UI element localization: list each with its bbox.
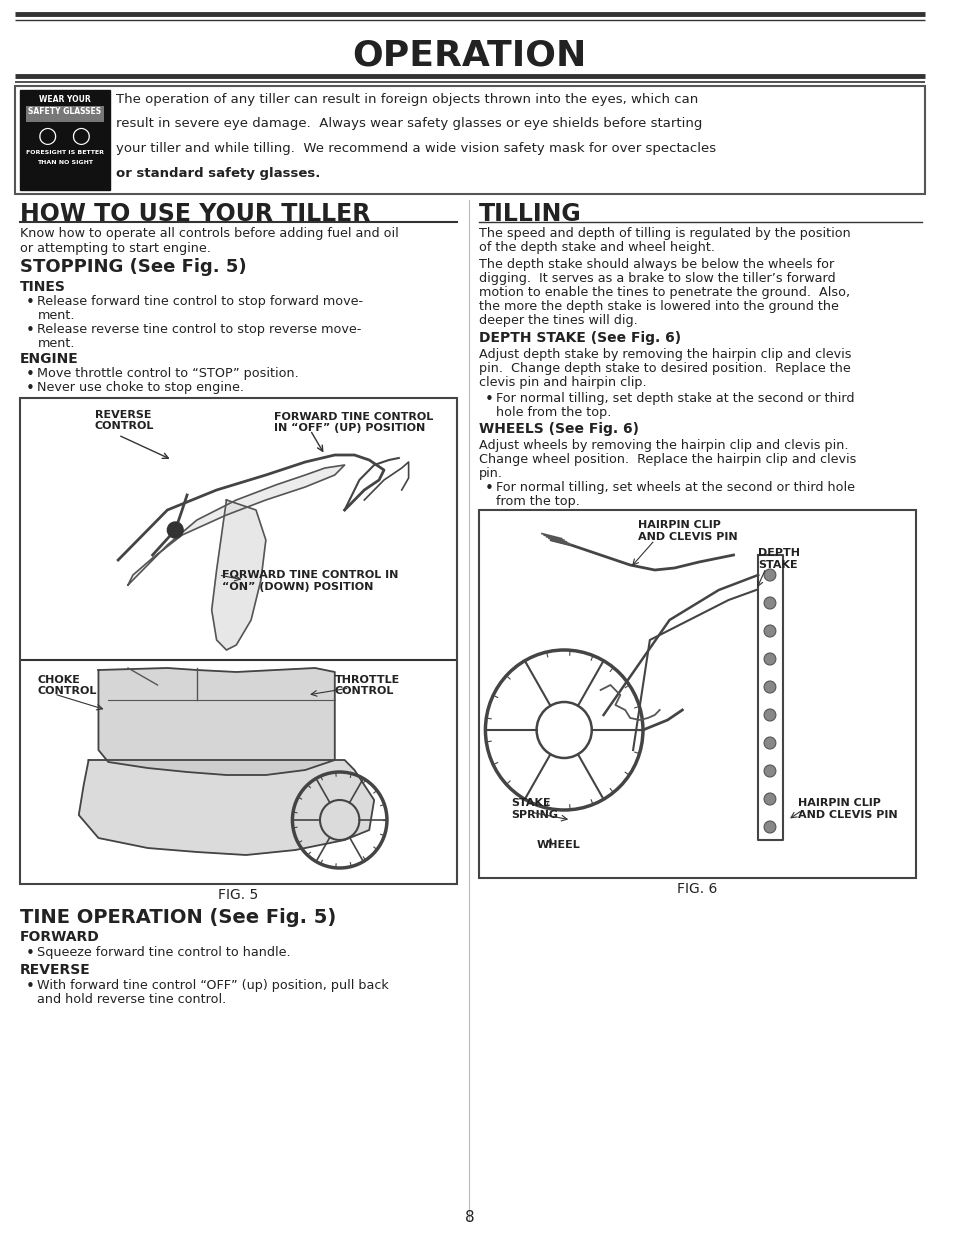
Bar (478, 510, 915, 878)
Text: •: • (484, 391, 493, 408)
Text: •: • (26, 382, 34, 396)
Text: of the depth stake and wheel height.: of the depth stake and wheel height. (478, 241, 714, 254)
Circle shape (763, 764, 775, 777)
Text: pin.: pin. (478, 467, 502, 480)
Circle shape (763, 625, 775, 637)
Text: FORWARD TINE CONTROL: FORWARD TINE CONTROL (274, 412, 433, 422)
Text: WHEEL: WHEEL (536, 840, 579, 850)
Text: For normal tilling, set wheels at the second or third hole: For normal tilling, set wheels at the se… (496, 480, 854, 494)
Text: DEPTH STAKE (See Fig. 6): DEPTH STAKE (See Fig. 6) (478, 331, 679, 345)
Text: digging.  It serves as a brake to slow the tiller’s forward: digging. It serves as a brake to slow th… (478, 272, 834, 285)
Text: FIG. 6: FIG. 6 (677, 882, 717, 897)
Text: AND CLEVIS PIN: AND CLEVIS PIN (797, 810, 896, 820)
Text: THROTTLE: THROTTLE (335, 676, 399, 685)
Text: HAIRPIN CLIP: HAIRPIN CLIP (638, 520, 720, 530)
Text: deeper the tines will dig.: deeper the tines will dig. (478, 314, 637, 327)
Text: the more the depth stake is lowered into the ground the: the more the depth stake is lowered into… (478, 300, 838, 312)
Text: WHEELS (See Fig. 6): WHEELS (See Fig. 6) (478, 422, 638, 436)
Text: FORWARD: FORWARD (20, 930, 99, 944)
Text: ○  ○: ○ ○ (38, 126, 91, 146)
Text: “ON” (DOWN) POSITION: “ON” (DOWN) POSITION (221, 582, 373, 592)
Text: from the top.: from the top. (496, 495, 579, 508)
Text: DEPTH: DEPTH (758, 548, 800, 558)
Text: SAFETY GLASSES: SAFETY GLASSES (29, 107, 101, 116)
Text: or attempting to start engine.: or attempting to start engine. (20, 242, 211, 254)
Text: The operation of any tiller can result in foreign objects thrown into the eyes, : The operation of any tiller can result i… (116, 93, 698, 106)
Text: FORESIGHT IS BETTER: FORESIGHT IS BETTER (26, 149, 104, 156)
Text: ENGINE: ENGINE (20, 352, 78, 366)
Bar (20, 398, 456, 884)
Circle shape (763, 680, 775, 693)
Polygon shape (128, 466, 344, 585)
Bar (14, 86, 923, 194)
Circle shape (763, 569, 775, 580)
Text: or standard safety glasses.: or standard safety glasses. (116, 167, 320, 179)
Text: OPERATION: OPERATION (352, 38, 586, 72)
Circle shape (167, 522, 183, 538)
Polygon shape (212, 500, 266, 650)
Text: WEAR YOUR: WEAR YOUR (39, 95, 91, 104)
Text: •: • (26, 979, 34, 994)
Text: CHOKE: CHOKE (37, 676, 80, 685)
Text: Never use choke to stop engine.: Never use choke to stop engine. (37, 382, 244, 394)
Text: REVERSE: REVERSE (94, 410, 151, 420)
Text: HOW TO USE YOUR TILLER: HOW TO USE YOUR TILLER (20, 203, 370, 226)
Polygon shape (79, 760, 374, 855)
Text: Change wheel position.  Replace the hairpin clip and clevis: Change wheel position. Replace the hairp… (478, 453, 855, 466)
Text: With forward tine control “OFF” (up) position, pull back: With forward tine control “OFF” (up) pos… (37, 979, 389, 992)
Text: clevis pin and hairpin clip.: clevis pin and hairpin clip. (478, 375, 645, 389)
Text: STAKE: STAKE (511, 798, 550, 808)
Text: Release reverse tine control to stop reverse move-: Release reverse tine control to stop rev… (37, 324, 361, 336)
Text: TINES: TINES (20, 280, 66, 294)
Text: CONTROL: CONTROL (335, 685, 394, 697)
Bar (20, 90, 111, 190)
Text: FORWARD TINE CONTROL IN: FORWARD TINE CONTROL IN (221, 571, 397, 580)
Text: result in severe eye damage.  Always wear safety glasses or eye shields before s: result in severe eye damage. Always wear… (116, 117, 701, 131)
Circle shape (763, 597, 775, 609)
Text: Adjust wheels by removing the hairpin clip and clevis pin.: Adjust wheels by removing the hairpin cl… (478, 438, 847, 452)
Text: STAKE: STAKE (758, 559, 797, 571)
Text: TINE OPERATION (See Fig. 5): TINE OPERATION (See Fig. 5) (20, 908, 335, 927)
Text: •: • (26, 367, 34, 382)
Text: •: • (26, 324, 34, 338)
Text: •: • (484, 480, 493, 496)
Text: •: • (26, 295, 34, 310)
Text: Move throttle control to “STOP” position.: Move throttle control to “STOP” position… (37, 367, 299, 380)
Text: IN “OFF” (UP) POSITION: IN “OFF” (UP) POSITION (274, 424, 424, 433)
Circle shape (763, 709, 775, 721)
Text: CONTROL: CONTROL (94, 421, 153, 431)
Text: AND CLEVIS PIN: AND CLEVIS PIN (638, 532, 737, 542)
Text: Release forward tine control to stop forward move-: Release forward tine control to stop for… (37, 295, 363, 308)
Text: motion to enable the tines to penetrate the ground.  Also,: motion to enable the tines to penetrate … (478, 287, 849, 299)
Text: and hold reverse tine control.: and hold reverse tine control. (37, 993, 227, 1007)
Text: STOPPING (See Fig. 5): STOPPING (See Fig. 5) (20, 258, 246, 275)
Circle shape (763, 737, 775, 748)
Text: The depth stake should always be below the wheels for: The depth stake should always be below t… (478, 258, 833, 270)
Text: ment.: ment. (37, 309, 75, 322)
Text: TILLING: TILLING (478, 203, 580, 226)
Text: hole from the top.: hole from the top. (496, 406, 611, 419)
Circle shape (763, 653, 775, 664)
Text: ment.: ment. (37, 337, 75, 350)
Text: REVERSE: REVERSE (20, 963, 91, 977)
Text: Adjust depth stake by removing the hairpin clip and clevis: Adjust depth stake by removing the hairp… (478, 348, 850, 361)
Circle shape (763, 821, 775, 832)
Text: CONTROL: CONTROL (37, 685, 96, 697)
Circle shape (763, 793, 775, 805)
Text: your tiller and while tilling.  We recommend a wide vision safety mask for over : your tiller and while tilling. We recomm… (116, 142, 716, 156)
Text: The speed and depth of tilling is regulated by the position: The speed and depth of tilling is regula… (478, 227, 849, 240)
Bar (26, 106, 104, 122)
Text: pin.  Change depth stake to desired position.  Replace the: pin. Change depth stake to desired posit… (478, 362, 849, 375)
Text: 8: 8 (464, 1210, 474, 1225)
Text: SPRING: SPRING (511, 810, 558, 820)
Text: Know how to operate all controls before adding fuel and oil: Know how to operate all controls before … (20, 227, 398, 240)
Text: Squeeze forward tine control to handle.: Squeeze forward tine control to handle. (37, 946, 291, 960)
Text: HAIRPIN CLIP: HAIRPIN CLIP (797, 798, 880, 808)
Text: For normal tilling, set depth stake at the second or third: For normal tilling, set depth stake at t… (496, 391, 854, 405)
Text: THAN NO SIGHT: THAN NO SIGHT (37, 161, 92, 165)
Text: •: • (26, 946, 34, 961)
Polygon shape (98, 668, 335, 776)
Text: FIG. 5: FIG. 5 (218, 888, 258, 902)
